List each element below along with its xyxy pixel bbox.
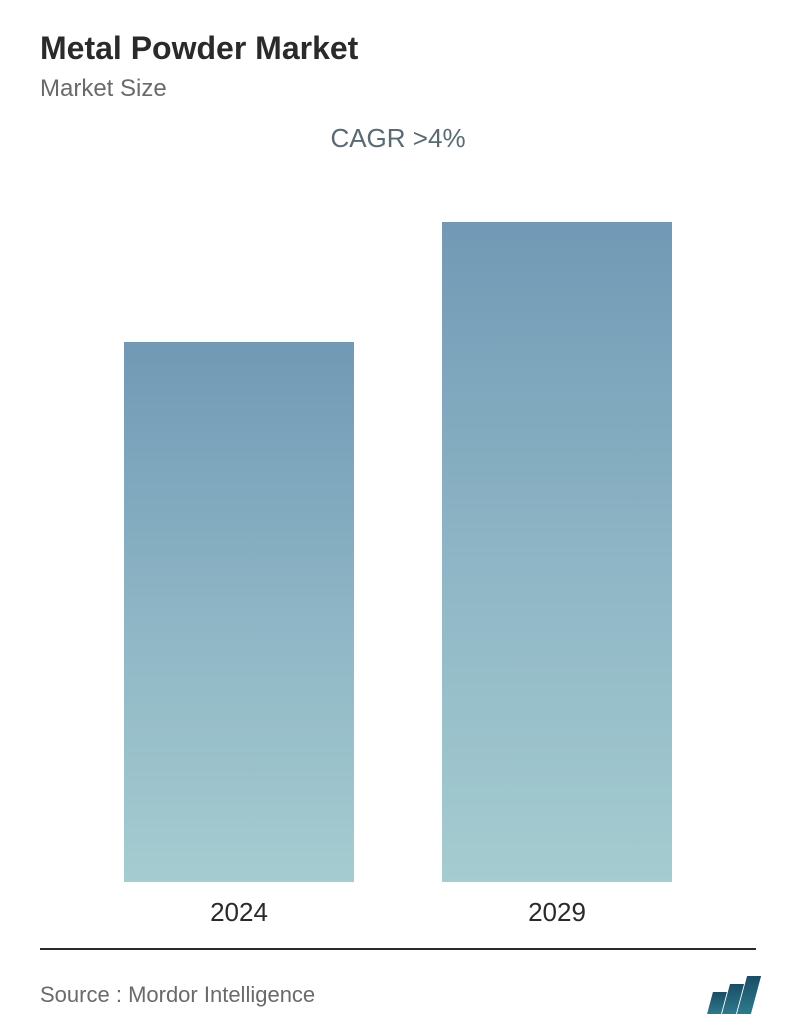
brand-logo [710, 976, 756, 1014]
bar-group-0: 2024 [124, 164, 354, 928]
cagr-value-text: >4% [413, 123, 466, 153]
source-label: Source : [40, 982, 122, 1007]
page-subtitle: Market Size [40, 75, 756, 103]
source-text: Source : Mordor Intelligence [40, 982, 315, 1008]
cagr-label-text: CAGR [330, 123, 405, 153]
chart-container: Metal Powder Market Market Size CAGR >4%… [0, 0, 796, 1034]
footer: Source : Mordor Intelligence [40, 960, 756, 1014]
bar-2024 [124, 342, 354, 882]
bar-label-2024: 2024 [210, 897, 268, 928]
source-value: Mordor Intelligence [128, 982, 315, 1007]
bar-label-2029: 2029 [528, 897, 586, 928]
footer-divider [40, 948, 756, 950]
bar-group-1: 2029 [442, 164, 672, 928]
page-title: Metal Powder Market [40, 30, 756, 67]
chart-area: 2024 2029 [40, 164, 756, 948]
cagr-text: CAGR >4% [40, 123, 756, 154]
bar-2029 [442, 222, 672, 882]
